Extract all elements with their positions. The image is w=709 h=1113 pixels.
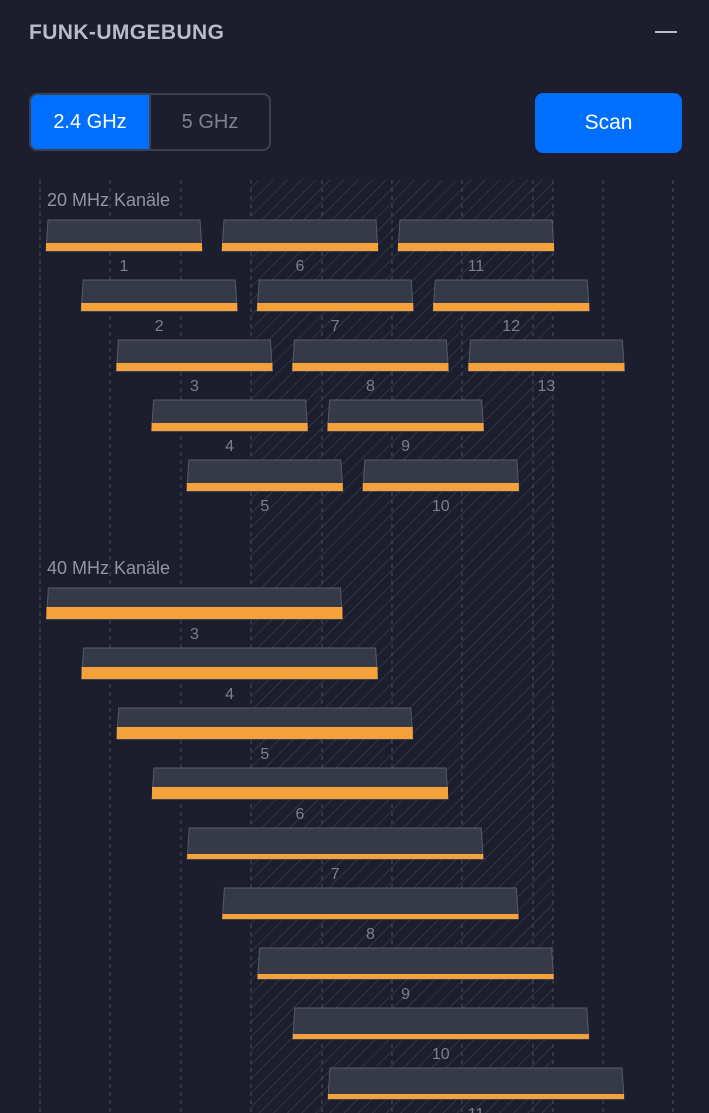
channel-20mhz-10: [362, 459, 520, 492]
channel-40mhz-8: [221, 887, 519, 920]
channel-20mhz-1: [45, 219, 203, 252]
channel-40mhz-label: 9: [401, 986, 410, 1003]
channel-20mhz-label: 8: [366, 378, 375, 395]
channel-20mhz-8: [291, 339, 449, 372]
channel-20mhz-label: 5: [260, 498, 269, 515]
channel-20mhz-5: [186, 459, 344, 492]
channel-20mhz-label: 10: [432, 498, 450, 515]
channel-20mhz-label: 13: [538, 378, 556, 395]
channel-40mhz-label: 4: [225, 686, 234, 703]
channel-20mhz-11: [397, 219, 555, 252]
channel-40mhz-label: 3: [190, 626, 199, 643]
channel-40mhz-label: 5: [260, 746, 269, 763]
channel-20mhz-9: [327, 399, 485, 432]
channel-20mhz-label: 2: [155, 318, 164, 335]
scan-button[interactable]: Scan: [535, 93, 682, 153]
channel-20mhz-label: 1: [120, 258, 129, 275]
channel-20mhz-label: 3: [190, 378, 199, 395]
channel-40mhz-label: 6: [296, 806, 305, 823]
channel-40mhz-label: 7: [331, 866, 340, 883]
band-2-4ghz-button[interactable]: 2.4 GHz: [31, 95, 149, 149]
channel-20mhz-label: 6: [296, 258, 305, 275]
channel-20mhz-label: 9: [401, 438, 410, 455]
channel-20mhz-4: [151, 399, 309, 432]
channel-40mhz-label: 11: [468, 1106, 485, 1113]
channel-40mhz-label: 8: [366, 926, 375, 943]
channel-40mhz-6: [151, 767, 449, 800]
channel-20mhz-label: 4: [225, 438, 234, 455]
channel-20mhz-label: 7: [331, 318, 340, 335]
channel-20mhz-13: [467, 339, 625, 372]
channel-40mhz-7: [186, 827, 484, 860]
channel-20mhz-label: 11: [468, 258, 485, 275]
panel-title: FUNK-UMGEBUNG: [29, 21, 225, 44]
minus-icon[interactable]: [655, 31, 677, 33]
channel-40mhz-11: [327, 1067, 625, 1100]
channel-20mhz-3: [115, 339, 273, 372]
channel-40mhz-label: 10: [432, 1046, 450, 1063]
channel-20mhz-6: [221, 219, 379, 252]
channel-40mhz-5: [116, 707, 414, 740]
section-40mhz-label: 40 MHz Kanäle: [47, 558, 170, 578]
section-20mhz-label: 20 MHz Kanäle: [47, 190, 170, 210]
channel-20mhz-7: [256, 279, 414, 312]
band-toggle: 2.4 GHz 5 GHz: [29, 93, 271, 151]
channel-20mhz-12: [432, 279, 590, 312]
channel-20mhz-2: [80, 279, 238, 312]
channel-40mhz-10: [292, 1007, 590, 1040]
band-5ghz-button[interactable]: 5 GHz: [149, 95, 269, 149]
channel-20mhz-label: 12: [502, 318, 520, 335]
channel-40mhz-4: [81, 647, 379, 680]
channel-40mhz-3: [45, 587, 343, 620]
channel-40mhz-9: [257, 947, 555, 980]
